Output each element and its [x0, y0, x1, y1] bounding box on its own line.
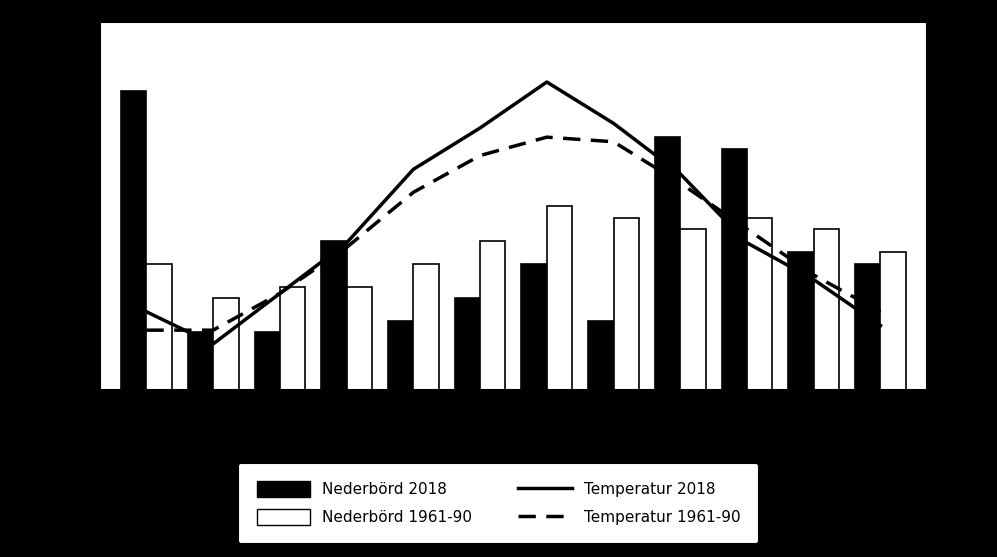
Temperatur 1961-90 [207, 327, 219, 334]
Bar [521, 263, 546, 390]
Temperatur 1961-90 [341, 244, 353, 251]
Temperatur 2018 [408, 166, 420, 173]
Bar [588, 321, 613, 390]
Temperatur 2018 [141, 309, 153, 315]
Temperatur 2018 [475, 125, 487, 131]
Temperatur 2018 [607, 120, 619, 126]
Bar [280, 286, 305, 390]
Bar [747, 218, 773, 390]
Temperatur 1961-90 [607, 138, 619, 145]
Temperatur 2018 [207, 340, 219, 348]
Temperatur 1961-90 [540, 134, 552, 140]
Temperatur 1961-90 [141, 327, 153, 334]
Bar [880, 252, 906, 390]
Temperatur 1961-90 [475, 152, 487, 159]
Temperatur 1961-90 [674, 180, 686, 187]
Bar [388, 321, 414, 390]
Bar [147, 263, 171, 390]
Line: Temperatur 1961-90: Temperatur 1961-90 [147, 137, 880, 330]
Temperatur 2018 [741, 240, 753, 246]
Temperatur 2018 [341, 240, 353, 246]
Temperatur 2018 [274, 290, 286, 297]
Bar [481, 241, 505, 390]
Bar [347, 286, 372, 390]
Bar [414, 263, 439, 390]
Bar [680, 229, 706, 390]
Temperatur 1961-90 [808, 272, 820, 278]
Bar [546, 206, 572, 390]
Line: Temperatur 2018: Temperatur 2018 [147, 82, 880, 344]
Bar [789, 252, 814, 390]
Temperatur 1961-90 [274, 290, 286, 297]
Temperatur 2018 [874, 322, 886, 329]
Bar [814, 229, 839, 390]
Bar [722, 149, 747, 390]
Bar [213, 298, 238, 390]
Bar [613, 218, 639, 390]
Temperatur 2018 [808, 276, 820, 283]
Bar [321, 241, 347, 390]
Legend: Nederbörd 2018, Nederbörd 1961-90, Temperatur 2018, Temperatur 1961-90: Nederbörd 2018, Nederbörd 1961-90, Tempe… [238, 463, 759, 544]
Bar [455, 298, 481, 390]
Bar [121, 91, 147, 390]
Bar [855, 263, 880, 390]
Bar [655, 137, 680, 390]
Temperatur 2018 [674, 170, 686, 177]
Temperatur 1961-90 [874, 309, 886, 315]
Bar [254, 333, 280, 390]
Temperatur 2018 [540, 79, 552, 85]
Bar [187, 333, 213, 390]
Temperatur 1961-90 [408, 189, 420, 196]
Temperatur 1961-90 [741, 226, 753, 232]
